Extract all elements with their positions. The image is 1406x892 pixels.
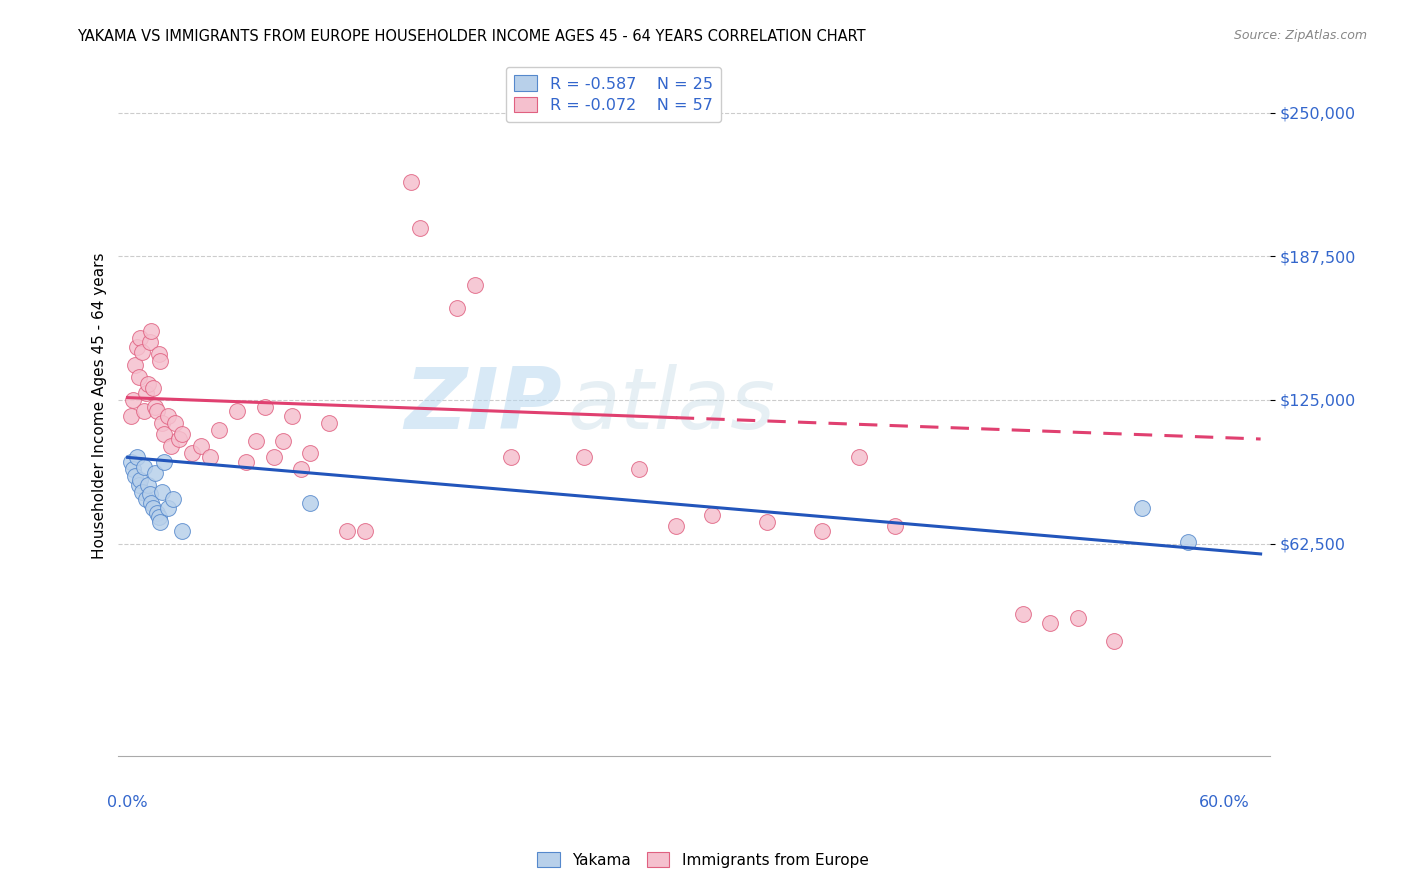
Point	[120, 455, 142, 469]
Point	[148, 347, 170, 361]
Text: atlas: atlas	[568, 364, 776, 447]
Point	[271, 434, 294, 449]
Point	[574, 450, 596, 465]
Point	[129, 331, 152, 345]
Point	[156, 409, 179, 423]
Point	[141, 324, 163, 338]
Point	[1104, 634, 1126, 648]
Point	[756, 515, 779, 529]
Point	[150, 416, 173, 430]
Point	[290, 462, 312, 476]
Point	[354, 524, 377, 538]
Point	[665, 519, 688, 533]
Point	[226, 404, 249, 418]
Point	[142, 381, 165, 395]
Point	[1012, 607, 1035, 621]
Point	[198, 450, 221, 465]
Point	[165, 416, 187, 430]
Point	[148, 510, 170, 524]
Point	[131, 484, 153, 499]
Legend: Yakama, Immigrants from Europe: Yakama, Immigrants from Europe	[531, 846, 875, 873]
Point	[702, 508, 724, 522]
Point	[167, 432, 190, 446]
Point	[190, 439, 212, 453]
Point	[245, 434, 267, 449]
Point	[125, 340, 148, 354]
Point	[128, 370, 150, 384]
Point	[142, 500, 165, 515]
Point	[336, 524, 359, 538]
Point	[143, 467, 166, 481]
Point	[128, 478, 150, 492]
Point	[135, 491, 157, 506]
Point	[409, 220, 432, 235]
Point	[628, 462, 651, 476]
Point	[141, 496, 163, 510]
Point	[299, 446, 322, 460]
Point	[146, 506, 169, 520]
Point	[162, 491, 184, 506]
Text: YAKAMA VS IMMIGRANTS FROM EUROPE HOUSEHOLDER INCOME AGES 45 - 64 YEARS CORRELATI: YAKAMA VS IMMIGRANTS FROM EUROPE HOUSEHO…	[77, 29, 866, 44]
Point	[208, 423, 231, 437]
Point	[1177, 535, 1199, 549]
Point	[135, 386, 157, 401]
Point	[122, 462, 145, 476]
Point	[138, 487, 160, 501]
Point	[146, 404, 169, 418]
Point	[253, 400, 276, 414]
Point	[1067, 611, 1090, 625]
Point	[172, 524, 194, 538]
Text: ZIP: ZIP	[404, 364, 561, 447]
Point	[160, 439, 183, 453]
Point	[136, 376, 159, 391]
Point	[124, 359, 146, 373]
Point	[446, 301, 468, 315]
Point	[180, 446, 202, 460]
Point	[120, 409, 142, 423]
Point	[138, 335, 160, 350]
Point	[1039, 615, 1062, 630]
Point	[399, 175, 422, 189]
Point	[156, 500, 179, 515]
Point	[811, 524, 834, 538]
Point	[136, 478, 159, 492]
Point	[1130, 500, 1153, 515]
Point	[149, 354, 172, 368]
Point	[124, 468, 146, 483]
Point	[132, 459, 155, 474]
Text: 0.0%: 0.0%	[107, 795, 148, 810]
Text: Source: ZipAtlas.com: Source: ZipAtlas.com	[1233, 29, 1367, 42]
Point	[129, 474, 152, 488]
Point	[172, 427, 194, 442]
Point	[153, 427, 176, 442]
Point	[263, 450, 285, 465]
Point	[318, 416, 340, 430]
Point	[131, 344, 153, 359]
Point	[132, 404, 155, 418]
Point	[122, 392, 145, 407]
Point	[299, 496, 322, 510]
Point	[143, 400, 166, 414]
Legend: R = -0.587    N = 25, R = -0.072    N = 57: R = -0.587 N = 25, R = -0.072 N = 57	[506, 67, 721, 122]
Point	[235, 455, 257, 469]
Point	[501, 450, 523, 465]
Point	[281, 409, 304, 423]
Point	[125, 450, 148, 465]
Point	[884, 519, 907, 533]
Point	[464, 278, 486, 293]
Text: 60.0%: 60.0%	[1199, 795, 1250, 810]
Point	[153, 455, 176, 469]
Point	[149, 515, 172, 529]
Y-axis label: Householder Income Ages 45 - 64 years: Householder Income Ages 45 - 64 years	[93, 252, 107, 559]
Point	[150, 484, 173, 499]
Point	[848, 450, 870, 465]
